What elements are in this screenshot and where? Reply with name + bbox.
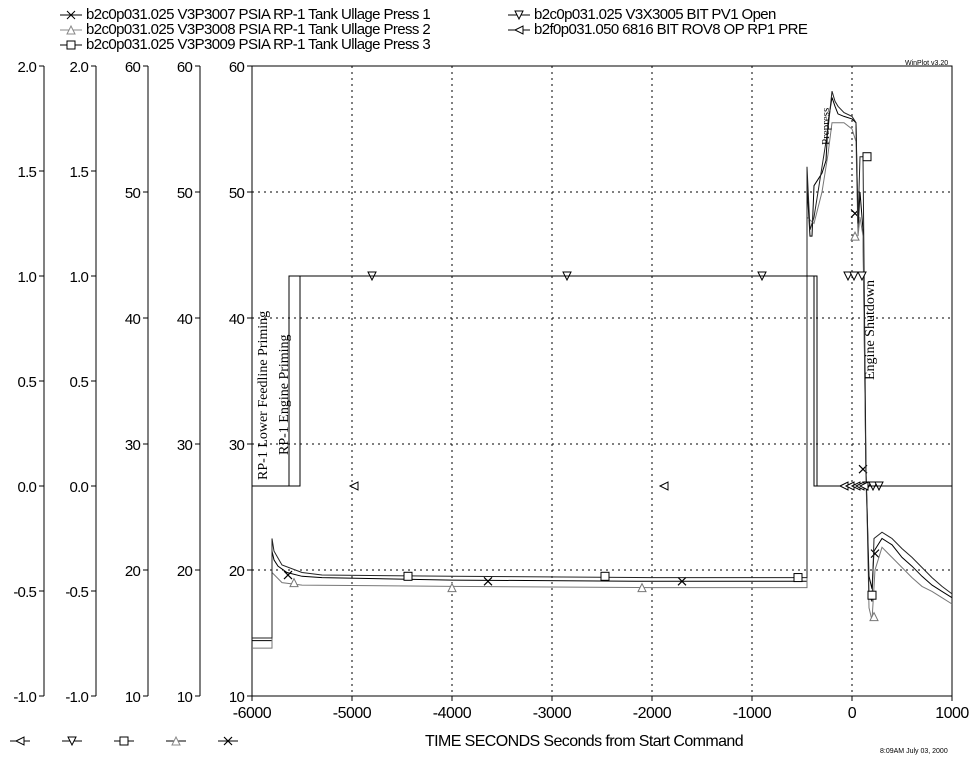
y-tick-label: 2.0 — [18, 59, 37, 76]
y-tick-label: 0.0 — [18, 479, 37, 496]
series-press2 — [252, 122, 953, 649]
square-marker — [119, 736, 129, 746]
x-tick-label: -1000 — [733, 705, 772, 722]
annotation-label: RP-1 Lower Feedline Priming — [256, 311, 271, 480]
triangle-left-marker — [658, 481, 669, 491]
square-marker — [600, 571, 610, 581]
square-marker — [403, 571, 413, 581]
triangle-down-marker — [843, 271, 853, 282]
x-tick-label: 1000 — [935, 705, 969, 722]
series-bit1 — [252, 271, 952, 492]
series-line — [252, 91, 953, 639]
square-marker — [793, 573, 803, 583]
legend-item-bit2: b2f0p031.050 6816 BIT ROV8 OP RP1 PRE — [508, 22, 808, 37]
annotation-label: RP-1 Engine Priming — [277, 334, 292, 455]
y-tick-label: 30 — [229, 437, 245, 454]
legend-item-press2: b2c0p031.025 V3P3008 PSIA RP-1 Tank Ulla… — [60, 22, 431, 37]
square-marker-icon — [60, 40, 82, 49]
triangle-up-marker — [850, 230, 860, 241]
x-tick-label: -2000 — [633, 705, 672, 722]
triangle-left-marker-icon — [508, 24, 530, 35]
y-tick-label: 0.5 — [18, 374, 37, 391]
x-marker — [223, 736, 233, 746]
y-tick-label: -0.5 — [13, 584, 36, 601]
x-marker — [483, 576, 493, 586]
x-tick-label: -3000 — [533, 705, 572, 722]
y-tick-label: -0.5 — [65, 584, 88, 601]
y-tick-label: 2.0 — [70, 59, 89, 76]
x-tick-label: -4000 — [433, 705, 472, 722]
x-tick-label: -6000 — [233, 705, 272, 722]
timestamp: 8:09AM July 03, 2000 — [880, 748, 948, 755]
y-tick-label: 20 — [125, 563, 141, 580]
triangle-up-marker — [171, 735, 181, 746]
y-tick-label: 60 — [177, 59, 193, 76]
y-tick-label: 10 — [177, 689, 193, 706]
x-tick-label: -5000 — [333, 705, 372, 722]
y-axis-press3: 60 50 40 30 20 10 — [114, 59, 149, 746]
triangle-left-marker — [14, 736, 25, 746]
square-marker — [862, 152, 872, 162]
y-tick-label: 50 — [125, 185, 141, 202]
triangle-up-marker — [637, 582, 647, 593]
x-marker-icon — [60, 10, 82, 19]
legend-item-press3: b2c0p031.025 V3P3009 PSIA RP-1 Tank Ulla… — [60, 37, 431, 52]
plot-frame — [251, 65, 953, 697]
y-tick-label: 0.0 — [70, 479, 89, 496]
y-tick-label: 1.5 — [70, 164, 89, 181]
y-tick-label: 30 — [125, 437, 141, 454]
triangle-up-marker — [289, 577, 299, 588]
version-label: WinPlot v3.20 — [905, 60, 949, 67]
y-tick-label: 40 — [229, 311, 245, 328]
series-line — [252, 275, 952, 487]
legend-item-press1: b2c0p031.025 V3P3007 PSIA RP-1 Tank Ulla… — [60, 7, 431, 22]
y-tick-label: -1.0 — [65, 689, 88, 706]
y-tick-label: 40 — [125, 311, 141, 328]
series-line — [252, 97, 953, 642]
legend-item-bit1: b2c0p031.025 V3X3005 BIT PV1 Open — [508, 7, 776, 22]
triangle-down-marker — [849, 271, 859, 282]
annotation-label: Engine Shutdown — [863, 280, 878, 380]
y-tick-label: 10 — [125, 689, 141, 706]
y-tick-label: 20 — [177, 563, 193, 580]
series-press1 — [252, 97, 953, 642]
triangle-down-marker-icon — [508, 10, 530, 20]
triangle-up-marker-icon — [60, 24, 82, 34]
y-tick-label: 60 — [125, 59, 141, 76]
y-tick-label: 60 — [229, 59, 245, 76]
x-marker — [677, 576, 687, 586]
series-bit2 — [252, 275, 952, 491]
y-axis-bit1: 2.0 1.5 1.0 0.5 0.0 -0.5 -1.0 — [62, 59, 97, 747]
y-axis-bit2: 2.0 1.5 1.0 0.5 0.0 -0.5 -1.0 — [10, 59, 45, 746]
y-tick-label: -1.0 — [13, 689, 36, 706]
triangle-left-marker — [858, 481, 869, 491]
x-marker — [283, 570, 293, 580]
series-line — [252, 122, 953, 649]
y-tick-label: 40 — [177, 311, 193, 328]
x-tick-label: 0 — [848, 705, 857, 722]
y-tick-label: 50 — [229, 185, 245, 202]
y-axis-press1: 60 50 40 30 20 10 — [218, 59, 253, 746]
triangle-down-marker — [857, 271, 867, 282]
y-tick-label: 0.5 — [70, 374, 89, 391]
series-line — [252, 275, 952, 487]
y-tick-label: 1.0 — [70, 269, 89, 286]
y-axis-press2: 60 50 40 30 20 10 — [166, 59, 201, 746]
x-marker — [870, 549, 880, 559]
y-tick-label: 10 — [229, 689, 245, 706]
y-tick-label: 20 — [229, 563, 245, 580]
triangle-up-marker — [447, 582, 457, 593]
annotation-label: Prepress — [820, 108, 832, 145]
square-marker — [867, 590, 877, 600]
y-tick-label: 50 — [177, 185, 193, 202]
y-tick-label: 1.0 — [18, 269, 37, 286]
triangle-up-marker — [869, 611, 879, 622]
triangle-left-marker — [348, 481, 359, 491]
triangle-down-marker — [67, 736, 77, 747]
y-tick-label: 1.5 — [18, 164, 37, 181]
y-tick-label: 30 — [177, 437, 193, 454]
x-axis-title: TIME SECONDS Seconds from Start Command — [425, 733, 744, 750]
series-press3 — [252, 91, 953, 639]
